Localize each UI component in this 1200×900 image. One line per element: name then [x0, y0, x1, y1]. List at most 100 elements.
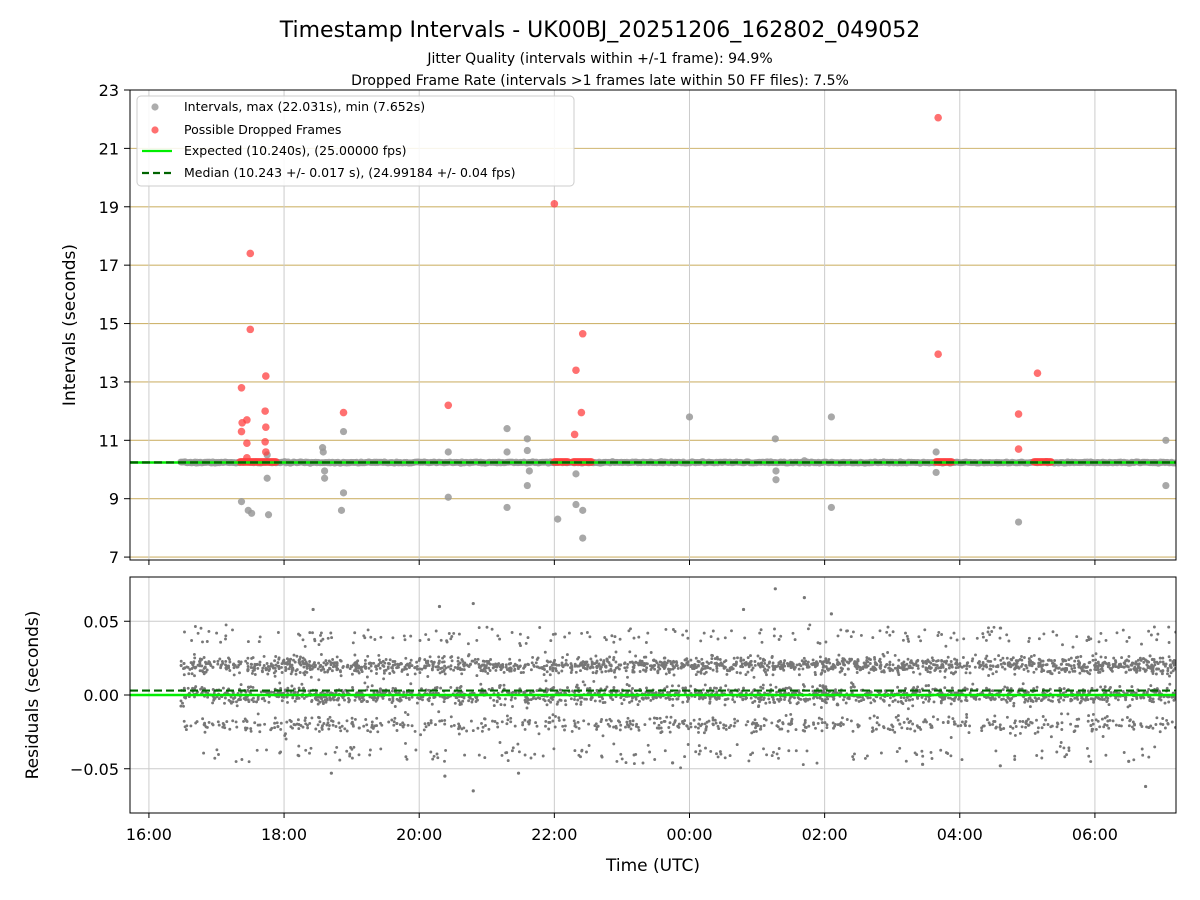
residual-point: [1028, 705, 1032, 709]
residual-point: [581, 663, 585, 667]
residual-point: [787, 686, 791, 690]
residual-point: [561, 655, 565, 659]
residual-point: [443, 672, 447, 676]
residual-point: [1015, 661, 1019, 665]
residual-point: [195, 720, 199, 724]
residual-point: [993, 657, 997, 661]
residual-point: [475, 674, 479, 678]
residual-point: [576, 686, 580, 690]
residual-point: [775, 690, 779, 694]
residual-point: [432, 696, 436, 700]
residual-point: [764, 701, 768, 705]
residual-point: [659, 721, 663, 724]
residual-point: [535, 665, 539, 669]
residual-point: [247, 760, 251, 764]
residual-point: [808, 623, 812, 627]
residual-point: [973, 665, 977, 669]
residual-point: [911, 704, 915, 708]
residual-point: [335, 655, 339, 659]
residual-point: [668, 730, 672, 734]
residual-point: [676, 666, 680, 670]
residual-point: [896, 718, 900, 722]
residual-point: [561, 664, 564, 668]
residual-point: [960, 720, 964, 724]
residual-point: [1047, 698, 1051, 702]
residual-point: [583, 683, 587, 687]
legend-label-median: Median (10.243 +/- 0.017 s), (24.99184 +…: [184, 165, 515, 180]
residual-point: [733, 700, 737, 704]
residual-point: [413, 729, 417, 733]
residual-point: [947, 666, 951, 670]
residual-point: [382, 677, 386, 681]
residual-point: [529, 698, 533, 702]
residual-point: [227, 698, 231, 702]
dropped-frame-point-15: [550, 200, 559, 208]
residual-point: [380, 723, 384, 727]
residual-point: [777, 747, 781, 750]
residual-point: [898, 722, 902, 726]
residual-point: [204, 725, 208, 729]
residual-point: [1148, 654, 1152, 658]
residual-point: [182, 662, 186, 665]
residual-point: [925, 720, 928, 724]
residual-point: [246, 665, 250, 668]
residual-point: [1021, 682, 1025, 686]
residual-point: [885, 663, 888, 667]
residual-point: [504, 663, 508, 667]
residual-point: [580, 631, 584, 635]
residual-point: [1012, 704, 1016, 708]
residual-point: [758, 656, 762, 660]
residual-point: [1139, 658, 1143, 662]
residual-point: [1065, 667, 1069, 670]
residual-point: [670, 684, 674, 688]
residual-point: [765, 673, 768, 677]
residual-point: [1071, 669, 1075, 673]
residual-point: [246, 640, 250, 644]
residual-point: [789, 712, 793, 716]
residual-point: [732, 663, 736, 667]
residual-point: [352, 745, 356, 749]
residual-point: [353, 653, 357, 657]
residual-point: [1013, 719, 1017, 723]
residual-point: [420, 667, 424, 671]
residual-point: [991, 672, 995, 676]
residual-point: [228, 660, 232, 664]
residual-point: [663, 749, 667, 753]
residual-point: [597, 662, 601, 666]
residual-point: [523, 718, 527, 722]
residual-point: [724, 724, 728, 728]
residual-point: [896, 666, 900, 670]
residual-point: [1145, 660, 1149, 664]
residual-point: [638, 670, 642, 673]
residual-point: [429, 719, 433, 723]
residual-point: [715, 752, 718, 756]
residual-point: [637, 635, 641, 639]
residual-point: [1062, 687, 1066, 691]
residual-point: [781, 722, 785, 726]
residual-point: [182, 704, 185, 708]
residual-point: [573, 722, 577, 726]
residual-point: [491, 663, 495, 667]
residual-point: [1147, 725, 1151, 729]
residual-point: [703, 672, 706, 676]
residual-point: [624, 761, 628, 765]
dropped-frame-point-11: [261, 437, 269, 446]
residual-point: [749, 654, 752, 658]
residual-point: [840, 716, 844, 720]
residual-point: [426, 675, 430, 678]
residual-point: [240, 758, 244, 761]
residual-point: [762, 747, 765, 751]
residual-point: [324, 700, 328, 704]
residual-point: [1170, 695, 1174, 699]
residual-point: [275, 721, 279, 725]
residual-point: [525, 706, 529, 710]
residual-point: [743, 636, 747, 640]
residual-point: [823, 670, 827, 673]
residual-point: [1167, 641, 1171, 644]
residual-point: [1049, 735, 1053, 739]
residual-point: [930, 725, 934, 729]
residual-point: [875, 721, 879, 725]
residual-point: [319, 653, 323, 656]
residual-point: [708, 697, 712, 701]
residual-point: [879, 696, 883, 700]
